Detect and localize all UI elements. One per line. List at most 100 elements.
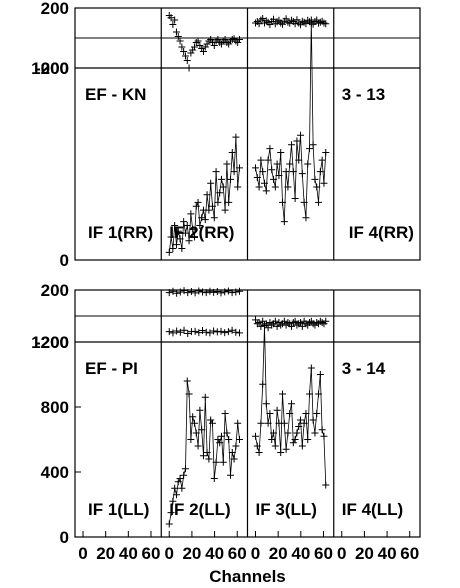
amp-if2-point — [190, 233, 198, 241]
x-tick-label: 60 — [228, 544, 247, 563]
amp-if2-point — [230, 168, 238, 176]
amp-if3-point — [320, 179, 328, 187]
amp-if3-point — [286, 160, 294, 168]
phase-if2-upper-point — [210, 288, 218, 296]
phase-if2-point — [189, 46, 197, 54]
phase-if2-upper-point — [236, 287, 243, 295]
amp-if3-point — [288, 400, 296, 408]
x-tick-label: 60 — [142, 544, 161, 563]
amp-if3-point — [262, 187, 270, 195]
phase-if2-point — [228, 36, 236, 43]
amp-if3-point — [277, 449, 285, 456]
phase-if2-point — [167, 14, 175, 22]
phase-if3-point — [284, 18, 292, 26]
amp-if3-point — [271, 183, 279, 191]
amp-if2-point — [192, 429, 200, 437]
phase-if2-point — [196, 42, 204, 49]
phase-if3-point — [289, 319, 297, 326]
amp-if3-point — [270, 175, 278, 183]
amp-if3-point — [279, 198, 287, 206]
amp-if2-point — [174, 227, 182, 235]
phase-if2-lower-point — [184, 330, 192, 338]
amp-if2-point — [210, 475, 218, 482]
phase-if2-point — [176, 37, 184, 45]
amp-if2-point — [226, 175, 234, 183]
amp-if2-point — [205, 455, 213, 463]
phase-if3-point — [318, 17, 326, 25]
amp-if3-point — [259, 168, 267, 176]
amp-if3-point — [288, 141, 296, 149]
amp-tick-label: 800 — [41, 398, 69, 417]
amp-if2-point — [214, 198, 222, 206]
phase-if3-point — [291, 20, 299, 28]
phase-if3-point — [298, 322, 306, 330]
amp-if2-point — [232, 133, 240, 141]
phase-if2-upper-point — [173, 289, 181, 297]
phase-if3-point — [293, 16, 301, 24]
phase-if3-point — [288, 16, 296, 24]
amp-if3-point — [302, 410, 310, 417]
phase-if3-point — [297, 319, 305, 326]
amp-if3-point — [261, 179, 269, 187]
x-tick-label: 60 — [314, 544, 333, 563]
phase-if3-point — [270, 15, 278, 23]
amp-if2-point — [230, 455, 238, 463]
phase-if2-point — [194, 37, 202, 45]
amp-if2-point — [187, 436, 195, 443]
phase-if2-lower-point — [195, 329, 203, 337]
phase-if3-point — [259, 317, 267, 325]
amp-if2-point — [198, 426, 206, 434]
amp-tick-label: 0 — [60, 251, 69, 270]
amp-if2-point — [180, 218, 188, 226]
amp-if3-point — [266, 145, 274, 153]
phase-if2-lower-point — [232, 328, 240, 336]
scan-label: 3 - 14 — [342, 359, 386, 378]
phase-if3-point — [322, 317, 330, 325]
phase-if3-point — [291, 317, 299, 325]
amp-if3-point — [284, 429, 292, 437]
phase-if3-point — [273, 18, 281, 26]
amp-if2-point — [225, 198, 233, 206]
amp-if3-point — [279, 390, 287, 398]
amp-if2-line — [168, 137, 240, 253]
phase-if2-point — [172, 28, 180, 36]
x-tick-label: 0 — [251, 544, 260, 563]
amp-if3-point — [277, 148, 285, 156]
amp-if3-point — [286, 410, 294, 417]
amp-if3-point — [316, 371, 324, 378]
phase-if2-point — [225, 40, 233, 48]
if-label: IF 4(RR) — [349, 223, 414, 242]
amp-if3-point — [264, 419, 272, 427]
amp-if2-point — [223, 160, 231, 168]
amp-if3-point — [315, 390, 323, 398]
phase-if2-point — [185, 64, 193, 72]
baseline-label: EF - PI — [85, 359, 138, 378]
phase-if2-lower-point — [180, 326, 188, 334]
amp-if2-point — [226, 471, 234, 479]
amp-if2-point — [167, 233, 175, 241]
phase-if2-lower-point — [228, 326, 236, 334]
phase-if2-lower-point — [213, 328, 221, 336]
amp-if3-point — [322, 481, 330, 489]
amp-if2-point — [203, 191, 211, 199]
amp-if3-point — [253, 173, 261, 181]
x-tick-label: 20 — [96, 544, 115, 563]
phase-if2-lower-point — [202, 328, 210, 336]
amp-if2-point — [217, 175, 225, 183]
amp-if3-point — [282, 168, 290, 176]
phase-if3-point — [259, 15, 267, 22]
amp-if2-point — [228, 449, 236, 456]
phase-if2-point — [216, 39, 224, 46]
scan-label: 3 - 13 — [342, 85, 385, 104]
phase-if3-point — [266, 21, 274, 28]
phase-if3-point — [318, 319, 326, 326]
amp-if3-point — [255, 183, 263, 191]
phase-if2-upper-point — [187, 288, 195, 296]
phase-if3-point — [293, 321, 301, 329]
amp-if2-point — [165, 248, 173, 256]
phase-tick-label: 200 — [41, 281, 69, 300]
amp-if3-point — [311, 175, 319, 183]
phase-if2-lower-point — [236, 329, 243, 337]
amp-if3-point — [298, 170, 306, 178]
phase-if2-lower-point — [217, 327, 225, 335]
